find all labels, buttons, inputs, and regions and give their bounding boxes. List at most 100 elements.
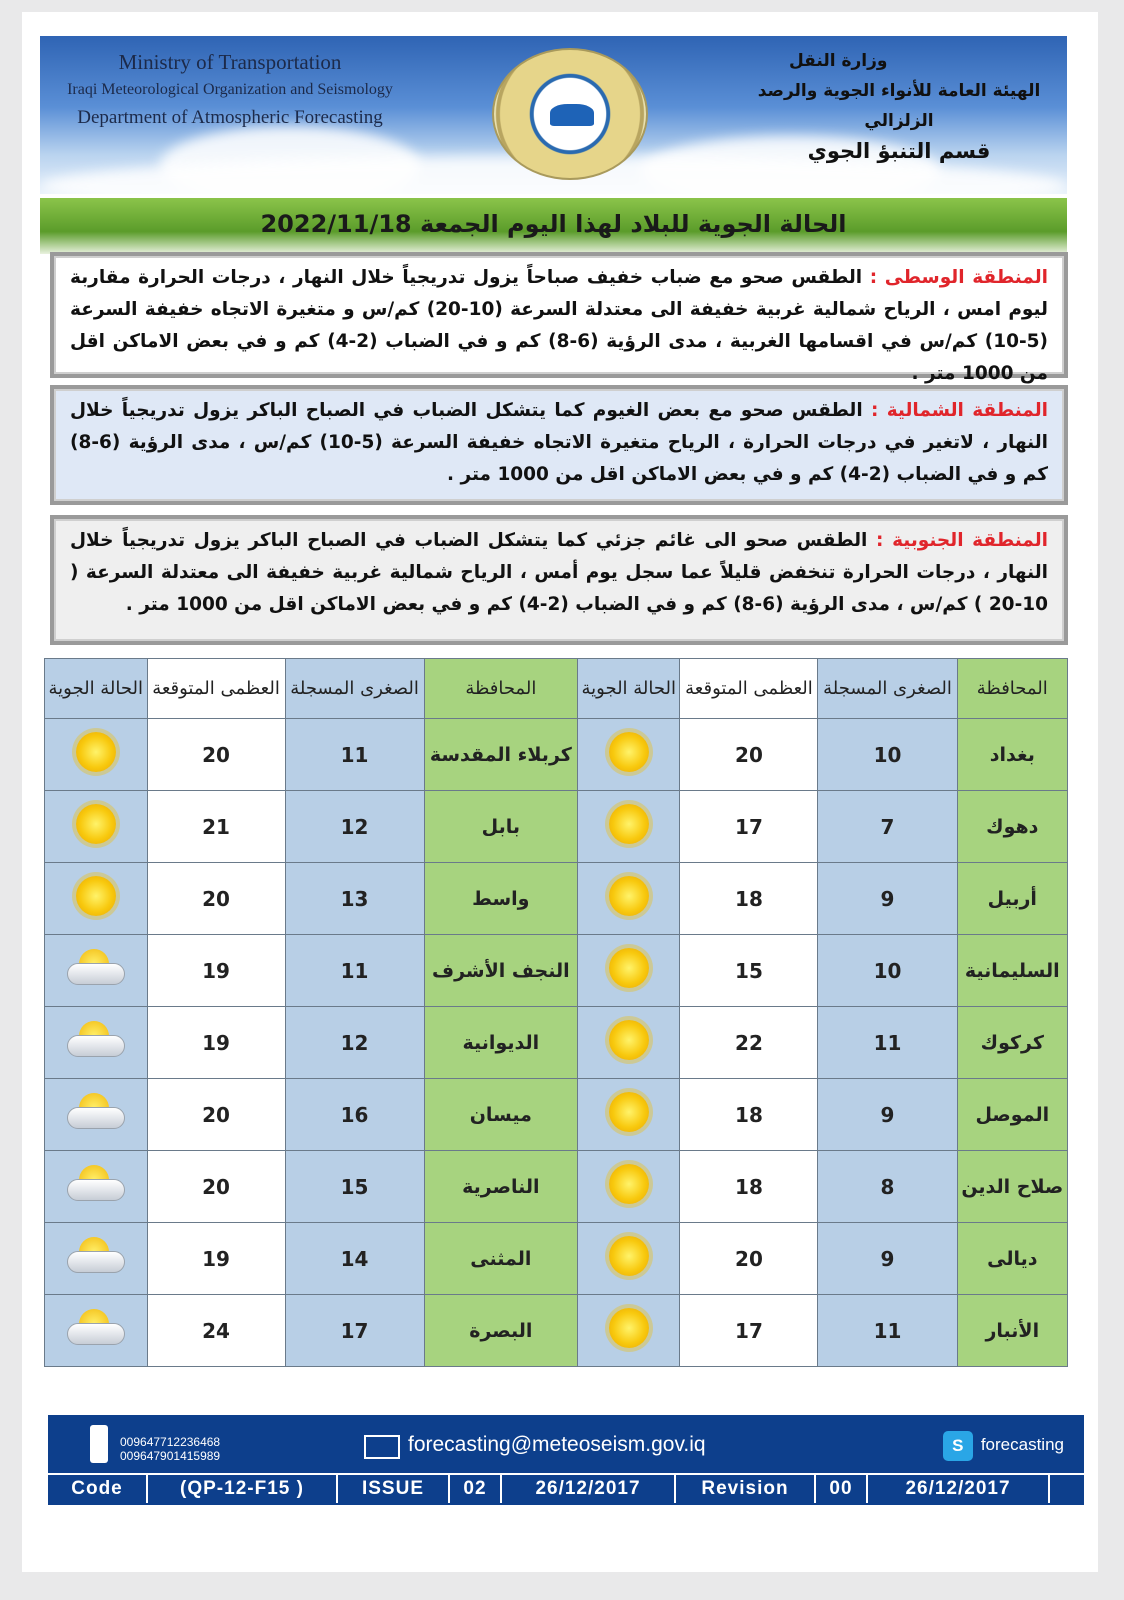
min-recorded: 12 — [284, 1006, 425, 1079]
organization-logo — [492, 48, 648, 180]
governorate: الناصرية — [423, 1150, 579, 1223]
governorate: كركوك — [956, 1006, 1069, 1079]
governorate: أربيل — [956, 862, 1069, 935]
governorate: النجف الأشرف — [423, 934, 579, 1007]
weather-condition — [44, 1150, 148, 1223]
max-expected: 18 — [679, 862, 819, 935]
code-cell: 26/12/2017 — [502, 1475, 676, 1503]
governorate: المثنى — [423, 1222, 579, 1295]
max-expected: 18 — [679, 1150, 819, 1223]
sun-icon — [75, 876, 116, 916]
sun-icon — [608, 804, 649, 844]
column-header: العظمى المتوقعة — [679, 658, 819, 719]
min-recorded: 11 — [817, 1006, 958, 1079]
region-text: الطقس صحو الى غائم جزئي كما يتشكل الضباب… — [70, 530, 1048, 615]
column-header: الحالة الجوية — [577, 658, 681, 719]
weather-condition — [577, 1222, 681, 1295]
column-header: المحافظة — [423, 658, 579, 719]
min-recorded: 9 — [817, 1078, 958, 1151]
weather-condition — [577, 718, 681, 791]
bulletin-title: الحالة الجوية للبلاد لهذا اليوم الجمعة 2… — [40, 198, 1067, 254]
region-name: المنطقة الوسطى : — [869, 267, 1048, 288]
sun-icon — [608, 1308, 649, 1348]
governorate: كربلاء المقدسة — [423, 718, 579, 791]
weather-condition — [44, 790, 148, 863]
email: forecasting@meteoseism.gov.iq — [364, 1433, 706, 1459]
min-recorded: 9 — [817, 1222, 958, 1295]
weather-condition — [577, 790, 681, 863]
governorate: واسط — [423, 862, 579, 935]
email-address[interactable]: forecasting@meteoseism.gov.iq — [408, 1433, 706, 1456]
max-expected: 18 — [679, 1078, 819, 1151]
min-recorded: 16 — [284, 1078, 425, 1151]
phone-2: 009647901415989 — [120, 1449, 221, 1463]
column-header: الصغرى المسجلة — [817, 658, 958, 719]
code-cell: 00 — [816, 1475, 868, 1503]
sun-icon — [608, 732, 649, 772]
weather-condition — [577, 862, 681, 935]
forecast-table: المحافظة الصغرى المسجلة العظمى المتوقعة الح… — [44, 658, 1069, 1367]
footer: 009647712236468 009647901415989 forecast… — [48, 1415, 1084, 1505]
governorate: بابل — [423, 790, 579, 863]
min-recorded: 11 — [284, 934, 425, 1007]
weather-condition — [577, 934, 681, 1007]
code-cell: Code — [48, 1475, 148, 1503]
skype-icon: S — [942, 1431, 973, 1461]
sun-icon — [608, 1020, 649, 1060]
governorate: الديوانية — [423, 1006, 579, 1079]
max-expected: 19 — [146, 934, 286, 1007]
phone-numbers: 009647712236468 009647901415989 — [120, 1435, 220, 1463]
document-code-row: Code (QP-12-F15 ) ISSUE 02 26/12/2017 Revisio… — [48, 1473, 1084, 1503]
max-expected: 20 — [146, 718, 286, 791]
weather-condition — [44, 1078, 148, 1151]
max-expected: 20 — [679, 718, 819, 791]
min-recorded: 13 — [284, 862, 425, 935]
governorate: ميسان — [423, 1078, 579, 1151]
code-cell: 02 — [450, 1475, 502, 1503]
table-row: السليمانية 10 15 النجف الأشرف 11 19 — [44, 934, 1069, 1007]
table-row: ديالى 9 20 المثنى 14 19 — [44, 1222, 1069, 1295]
min-recorded: 8 — [817, 1150, 958, 1223]
skype-name: forecasting — [980, 1435, 1064, 1454]
table-row: بغداد 10 20 كربلاء المقدسة 11 20 — [44, 718, 1069, 791]
max-expected: 20 — [146, 862, 286, 935]
sun-icon — [608, 876, 649, 916]
region-name: المنطقة الشمالية : — [871, 400, 1048, 421]
region-text: الطقس صحو مع بعض الغيوم كما يتشكل الضباب… — [70, 400, 1048, 485]
sun-icon — [608, 1164, 649, 1204]
code-cell: 26/12/2017 — [868, 1475, 1050, 1503]
min-recorded: 11 — [817, 1294, 958, 1367]
max-expected: 20 — [679, 1222, 819, 1295]
partly-cloudy-icon — [66, 1237, 125, 1275]
table-row: أربيل 9 18 واسط 13 20 — [44, 862, 1069, 935]
region-text: الطقس صحو مع ضباب خفيف صباحاً يزول تدريج… — [70, 267, 1048, 384]
ministry-ar: وزارة النقل — [789, 51, 888, 71]
governorate: صلاح الدين — [956, 1150, 1069, 1223]
weather-condition — [577, 1006, 681, 1079]
max-expected: 17 — [679, 1294, 819, 1367]
phone-icon — [90, 1425, 108, 1463]
max-expected: 24 — [146, 1294, 286, 1367]
phone-1: 009647712236468 — [120, 1435, 221, 1449]
department-en: Department of Atmospheric Forecasting — [77, 107, 383, 128]
partly-cloudy-icon — [66, 1021, 125, 1059]
region-north: المنطقة الشمالية : الطقس صحو مع بعض الغي… — [50, 385, 1068, 505]
partly-cloudy-icon — [66, 1309, 125, 1347]
column-header: الحالة الجوية — [44, 658, 148, 719]
table-row: دهوك 7 17 بابل 12 21 — [44, 790, 1069, 863]
table-row: الأنبار 11 17 البصرة 17 24 — [44, 1294, 1069, 1367]
organization-en: Iraqi Meteorological Organization and Se… — [67, 81, 393, 98]
sun-icon — [75, 804, 116, 844]
code-cell: (QP-12-F15 ) — [148, 1475, 338, 1503]
weather-condition — [577, 1150, 681, 1223]
sun-icon — [608, 1092, 649, 1132]
ministry-en: Ministry of Transportation — [118, 50, 342, 74]
min-recorded: 15 — [284, 1150, 425, 1223]
governorate: ديالى — [956, 1222, 1069, 1295]
governorate: بغداد — [956, 718, 1069, 791]
region-name: المنطقة الجنوبية : — [876, 530, 1048, 551]
sun-icon — [608, 1236, 649, 1276]
organization-ar: الهيئة العامة للأنواء الجوية والرصد الزل… — [757, 81, 1041, 131]
governorate: السليمانية — [956, 934, 1069, 1007]
min-recorded: 12 — [284, 790, 425, 863]
